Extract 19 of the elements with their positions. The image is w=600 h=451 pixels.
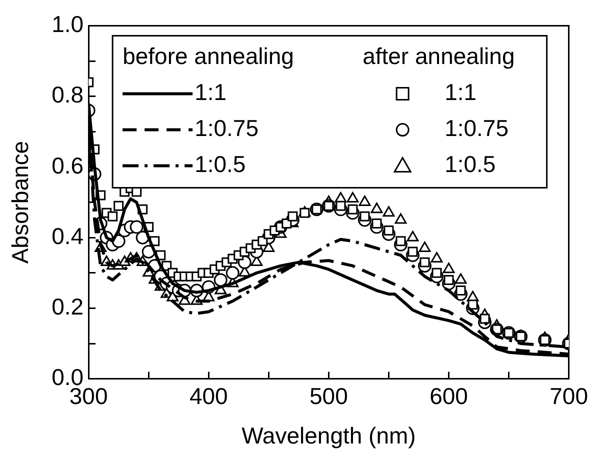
- x-tick-label: 500: [310, 382, 348, 409]
- legend-label: 1:0.5: [194, 151, 246, 178]
- y-tick-label: 0.2: [52, 294, 84, 320]
- legend-label: 1:0.5: [444, 151, 496, 178]
- legend-label: 1:0.75: [444, 115, 509, 142]
- annotation: before annealing: [122, 43, 294, 70]
- annotation: after annealing: [362, 43, 515, 70]
- legend-label: 1:1: [444, 79, 477, 106]
- x-tick-label: 700: [550, 382, 588, 409]
- y-tick-label: 0.6: [52, 152, 84, 178]
- x-tick-label: 600: [430, 382, 468, 409]
- legend-label: 1:1: [194, 79, 227, 106]
- y-axis-title: Absorbance: [7, 140, 34, 264]
- y-tick-label: 0.4: [52, 222, 84, 249]
- x-tick-label: 400: [189, 382, 228, 409]
- legend-label: 1:0.75: [194, 115, 259, 142]
- y-tick-label: 1.0: [52, 11, 84, 38]
- x-axis-title: Wavelength (nm): [242, 422, 416, 449]
- y-tick-label: 0.8: [52, 82, 84, 108]
